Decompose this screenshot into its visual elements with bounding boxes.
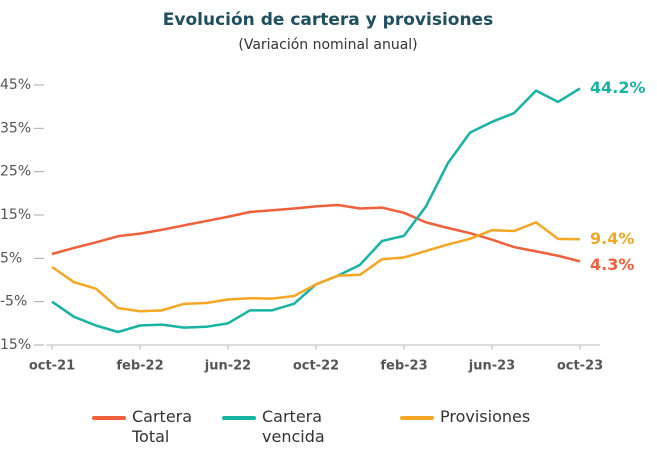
legend-label: Provisiones bbox=[440, 407, 531, 426]
x-tick-label: oct-23 bbox=[557, 359, 603, 374]
x-tick-label: jun-22 bbox=[204, 359, 251, 374]
legend-label: Cartera Total bbox=[132, 407, 193, 446]
data-label: 9.4% bbox=[590, 229, 634, 248]
x-tick-label: feb-22 bbox=[116, 359, 163, 374]
y-tick-label: 15% bbox=[0, 207, 31, 223]
chart-subtitle: (Variación nominal anual) bbox=[238, 37, 417, 53]
chart: Evolución de cartera y provisiones (Vari… bbox=[0, 10, 646, 374]
y-tick-label: 25% bbox=[0, 164, 31, 180]
legend-label: Cartera vencida bbox=[262, 407, 325, 446]
legend-item: Cartera vencida bbox=[222, 407, 352, 447]
series-line bbox=[51, 203, 581, 263]
legend-swatch bbox=[92, 416, 126, 420]
legend-swatch bbox=[400, 416, 434, 420]
y-tick-label: 15% bbox=[0, 337, 31, 353]
legend: Cartera Total Cartera vencida Provisiones bbox=[0, 407, 657, 456]
x-tick-label: oct-22 bbox=[293, 359, 339, 374]
data-label: 44.2% bbox=[590, 78, 646, 97]
legend-item: Provisiones bbox=[400, 407, 560, 427]
x-tick-label: jun-23 bbox=[468, 359, 515, 374]
y-tick-label: 5% bbox=[0, 250, 22, 266]
series-line bbox=[51, 87, 581, 334]
x-tick-label: feb-23 bbox=[380, 359, 427, 374]
y-tick-label: 45% bbox=[0, 77, 31, 93]
x-tick-label: oct-21 bbox=[29, 359, 75, 374]
y-tick-label: -5% bbox=[0, 294, 27, 310]
legend-swatch bbox=[222, 416, 256, 420]
series-line bbox=[51, 221, 581, 313]
y-tick-label: 35% bbox=[0, 120, 31, 136]
chart-title: Evolución de cartera y provisiones bbox=[163, 10, 493, 30]
data-label: 4.3% bbox=[590, 255, 634, 274]
legend-item: Cartera Total bbox=[92, 407, 222, 447]
